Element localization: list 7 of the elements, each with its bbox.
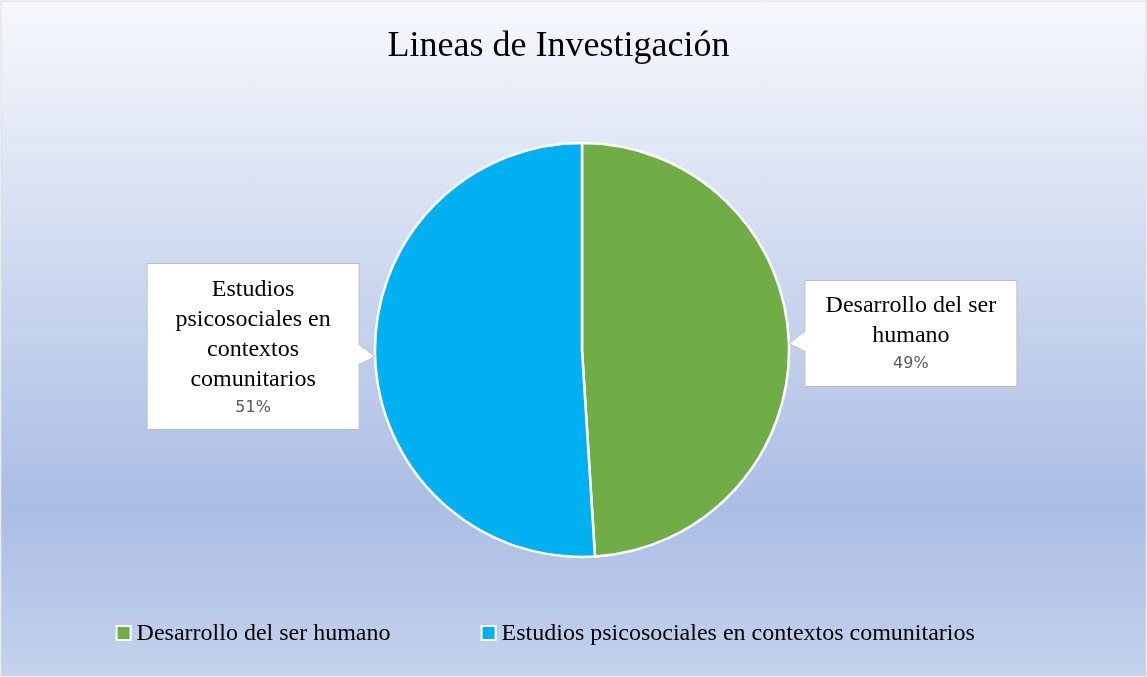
data-label: 49% xyxy=(893,353,929,373)
slice-label: Estudios psicosociales en contextos comunitarios xyxy=(175,274,331,391)
slice-label: Desarrollo del ser humano xyxy=(825,291,997,348)
legend-label: Estudios psicosociales en contextos comunitarios xyxy=(501,619,975,645)
chart-title: Lineas de Investigación xyxy=(387,24,730,64)
legend-label: Desarrollo del ser humano xyxy=(136,619,391,645)
data-label: 51% xyxy=(235,396,271,416)
